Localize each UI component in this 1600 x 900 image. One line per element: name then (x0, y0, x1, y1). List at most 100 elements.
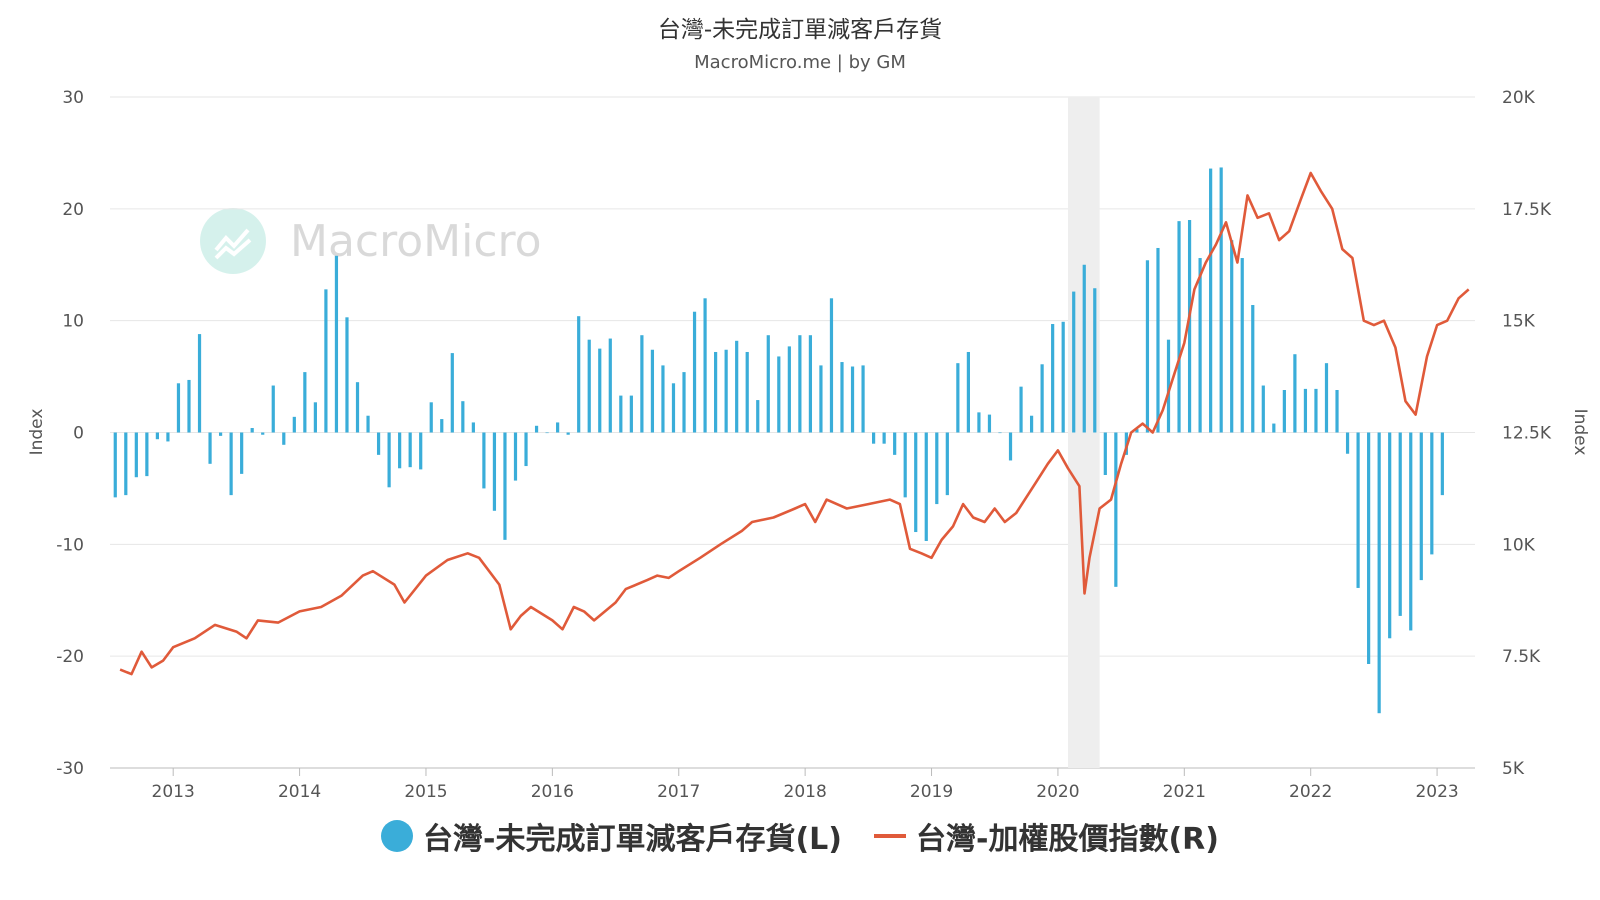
bar (1261, 385, 1265, 433)
bar (492, 432, 497, 511)
macromicro-logo-icon (200, 208, 266, 274)
line-series-layer (119, 171, 1470, 676)
bar (566, 432, 570, 435)
right-tick-label: 15K (1502, 312, 1536, 332)
bar (1377, 432, 1381, 714)
legend-item-bars[interactable]: 台灣-未完成訂單減客戶存貨(L) (381, 814, 842, 858)
bar (787, 346, 791, 433)
bar (1135, 429, 1139, 433)
bar (1240, 258, 1244, 433)
bar (1345, 432, 1350, 454)
bar (208, 432, 212, 464)
bar (113, 432, 117, 498)
legend-line-icon (874, 834, 906, 838)
chart-subtitle: MacroMicro.me | by GM (694, 52, 906, 73)
bar (682, 372, 686, 433)
right-tick-label: 5K (1502, 759, 1525, 779)
bar (124, 432, 128, 496)
bar (250, 428, 254, 433)
bar (1072, 291, 1076, 433)
bar (608, 338, 612, 433)
bar (745, 351, 749, 433)
bar (1398, 432, 1402, 616)
bar (218, 432, 223, 436)
bar (1019, 386, 1023, 433)
bar (1324, 363, 1329, 433)
left-tick-label: -20 (56, 647, 84, 667)
bar (577, 316, 581, 433)
bar (1335, 390, 1339, 433)
x-tick-label: 2020 (1036, 782, 1079, 802)
legend-label-line: 台灣-加權股價指數(R) (916, 822, 1219, 857)
bar (1303, 388, 1308, 433)
chart-title: 台灣-未完成訂單減客戶存貨 (657, 17, 943, 43)
bar (998, 432, 1002, 434)
bar (1187, 220, 1192, 433)
legend-item-line[interactable]: 台灣-加權股價指數(R) (874, 814, 1219, 858)
watermark-text: MacroMicro (290, 215, 542, 267)
bar (366, 415, 370, 433)
bar (914, 432, 918, 533)
bar (1177, 221, 1181, 433)
right-tick-label: 10K (1502, 535, 1536, 555)
legend-dot-icon (381, 820, 413, 852)
bar (966, 351, 970, 433)
bar (176, 383, 181, 433)
bar (556, 422, 560, 433)
bar (1166, 339, 1171, 433)
x-tick-label: 2016 (531, 782, 574, 802)
bar (513, 432, 518, 481)
bar (1209, 168, 1213, 433)
bar (282, 432, 286, 445)
bar (924, 432, 928, 541)
bar (1093, 288, 1097, 433)
bar (1251, 305, 1255, 433)
bar (756, 400, 760, 433)
right-tick-label: 17.5K (1502, 200, 1552, 220)
bar (1051, 324, 1055, 433)
bar (871, 432, 876, 444)
bar (798, 335, 802, 433)
bar (956, 363, 960, 433)
bar (187, 379, 191, 433)
bar (829, 298, 834, 433)
bar (650, 349, 655, 433)
watermark: MacroMicro (200, 208, 542, 274)
bar (1156, 247, 1160, 433)
bar (324, 289, 328, 433)
bar (1419, 432, 1423, 581)
x-tick-label: 2018 (784, 782, 827, 802)
bar (882, 432, 886, 444)
bar (145, 432, 149, 477)
bar (598, 348, 602, 433)
bar (692, 311, 697, 433)
bar (1040, 364, 1044, 433)
bar (1103, 432, 1107, 475)
bar (1367, 432, 1371, 664)
legend: 台灣-未完成訂單減客戶存貨(L) 台灣-加權股價指數(R) (0, 814, 1600, 858)
left-tick-label: 20 (62, 200, 84, 220)
bar (545, 432, 549, 434)
bar (861, 365, 865, 433)
left-tick-label: -30 (56, 759, 84, 779)
bar (1314, 388, 1318, 433)
bar (703, 298, 707, 433)
bar (1356, 432, 1360, 588)
bar (1061, 321, 1065, 433)
bar (303, 372, 307, 433)
bar (1409, 432, 1413, 631)
bar (398, 432, 402, 469)
bar (766, 335, 770, 433)
bar (661, 365, 665, 433)
x-tick-label: 2014 (278, 782, 321, 802)
bar (945, 432, 949, 496)
x-tick-label: 2021 (1163, 782, 1206, 802)
bar (903, 432, 907, 498)
bar (587, 339, 591, 433)
bar (1272, 423, 1276, 433)
bar (419, 432, 423, 470)
left-tick-label: 0 (73, 424, 84, 444)
bar (840, 362, 844, 433)
bar (1008, 432, 1013, 461)
